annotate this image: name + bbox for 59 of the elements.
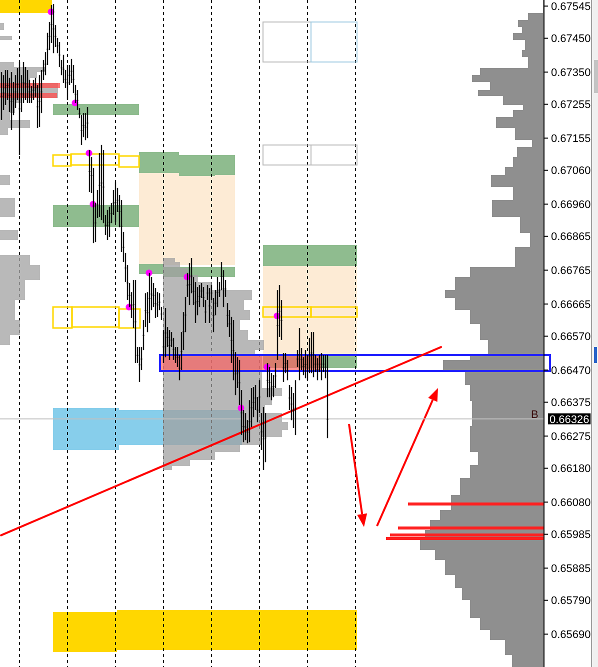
candlestick [62,54,64,84]
y-tick-label: 0.66570 [551,331,591,344]
candlestick [10,72,12,131]
candlestick [4,69,6,106]
y-tick-label: 0.65885 [551,563,591,576]
candlestick [88,149,90,193]
y-tick-label: 0.65985 [551,529,591,542]
candlestick [194,281,196,324]
y-tick-label: 0.66275 [551,430,591,443]
candlestick [24,66,26,100]
y-tick-label: 0.66080 [551,497,591,510]
candlestick [282,352,284,383]
candlestick [310,332,312,374]
candlestick [108,206,110,238]
y-tick-label: 0.67545 [551,1,591,13]
candlestick [32,79,34,100]
y-tick-label: 0.65790 [551,595,591,608]
candlestick [320,352,322,381]
candlestick [244,412,246,441]
candlestick [268,366,270,398]
candlestick [188,262,190,306]
ref-line-label: 0.66326 [550,414,590,426]
y-tick-label: 0.67350 [551,67,591,80]
candlestick [168,330,170,361]
y-tick-label: 0.66665 [551,298,591,311]
y-tick-label: 0.66180 [551,463,591,476]
y-tick-label: 0.66960 [551,199,591,212]
candlestick [26,69,28,104]
candlestick [100,144,102,221]
candlestick [266,362,268,398]
candlestick [312,332,314,378]
candlestick [262,406,264,471]
y-tick-label: 0.67255 [551,99,591,112]
candlestick [326,354,328,439]
y-tick-label: 0.65690 [551,629,591,642]
candlestick [294,380,296,436]
candlestick [0,72,2,120]
candlestick [134,279,136,364]
y-tick-label: 0.66765 [551,265,591,278]
y-tick-label: 0.67450 [551,33,591,46]
annotation: B [531,408,538,421]
y-tick-label: 0.67155 [551,133,591,146]
y-tick-label: 0.66375 [551,397,591,410]
candlestick [298,327,300,381]
candlestick [304,349,306,379]
y-tick-label: 0.66470 [551,364,591,377]
candlestick [114,182,116,223]
candlestick [106,209,108,241]
y-tick-label: 0.66865 [551,231,591,244]
candlestick [138,346,140,383]
candlestick [18,61,20,156]
candlestick [316,358,318,381]
point [146,270,152,276]
candlestick [208,288,210,324]
candlestick [156,292,158,318]
candlestick [52,3,54,54]
candlestick [86,106,88,139]
y-tick-label: 0.67060 [551,165,591,178]
candlestick [66,64,68,100]
